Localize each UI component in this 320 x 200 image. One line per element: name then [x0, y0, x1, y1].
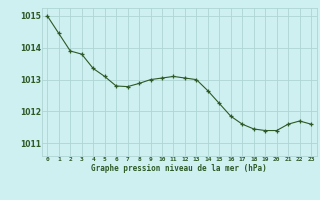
X-axis label: Graphe pression niveau de la mer (hPa): Graphe pression niveau de la mer (hPa) — [91, 164, 267, 173]
